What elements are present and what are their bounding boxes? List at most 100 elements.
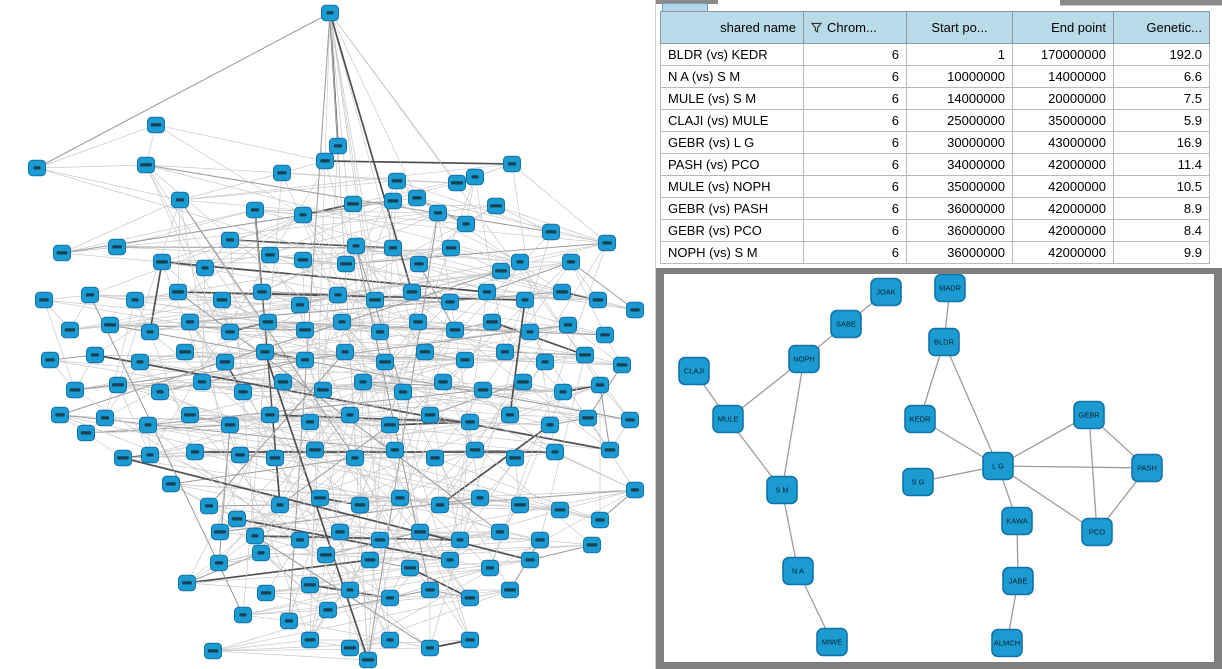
table-cell[interactable]: 42000000 bbox=[1012, 219, 1114, 242]
graph-node[interactable] bbox=[551, 501, 569, 519]
table-cell[interactable]: 14000000 bbox=[906, 87, 1013, 110]
network-edge[interactable] bbox=[1088, 414, 1098, 533]
table-cell[interactable]: 5.9 bbox=[1113, 109, 1210, 132]
graph-node[interactable] bbox=[461, 413, 479, 431]
graph-node[interactable] bbox=[474, 381, 492, 399]
network-edge[interactable] bbox=[781, 358, 805, 491]
table-cell[interactable]: 6 bbox=[803, 241, 907, 264]
graph-node[interactable] bbox=[434, 373, 452, 391]
graph-node[interactable] bbox=[221, 231, 239, 249]
graph-node[interactable] bbox=[409, 313, 427, 331]
graph-node[interactable] bbox=[296, 351, 314, 369]
table-cell[interactable]: GEBR (vs) PCO bbox=[660, 219, 804, 242]
graph-node[interactable] bbox=[221, 323, 239, 341]
overview-network-canvas[interactable] bbox=[0, 0, 655, 669]
graph-node[interactable] bbox=[466, 441, 484, 459]
graph-node[interactable] bbox=[496, 343, 514, 361]
graph-node[interactable] bbox=[478, 283, 496, 301]
graph-node[interactable] bbox=[541, 416, 559, 434]
graph-node[interactable] bbox=[461, 589, 479, 607]
table-cell[interactable]: 6 bbox=[803, 109, 907, 132]
table-cell[interactable]: 30000000 bbox=[906, 131, 1013, 154]
graph-node[interactable] bbox=[61, 321, 79, 339]
graph-node[interactable] bbox=[589, 291, 607, 309]
graph-node[interactable] bbox=[514, 373, 532, 391]
graph-node[interactable] bbox=[394, 383, 412, 401]
table-cell[interactable]: MULE (vs) NOPH bbox=[660, 175, 804, 198]
graph-node-almch[interactable]: ALMCH bbox=[991, 628, 1023, 658]
graph-node[interactable] bbox=[553, 283, 571, 301]
graph-node[interactable] bbox=[53, 244, 71, 262]
table-cell[interactable]: 6 bbox=[803, 197, 907, 220]
graph-node[interactable] bbox=[213, 291, 231, 309]
graph-node-pco[interactable]: PCO bbox=[1081, 517, 1113, 547]
graph-node[interactable] bbox=[337, 255, 355, 273]
graph-node[interactable] bbox=[554, 383, 572, 401]
graph-node[interactable] bbox=[431, 496, 449, 514]
graph-node-joak[interactable]: JOAK bbox=[870, 277, 902, 307]
table-cell[interactable]: CLAJI (vs) MULE bbox=[660, 109, 804, 132]
table-cell[interactable]: 6 bbox=[803, 87, 907, 110]
graph-node[interactable] bbox=[51, 406, 69, 424]
graph-node[interactable] bbox=[487, 197, 505, 215]
table-cell[interactable]: N A (vs) S M bbox=[660, 65, 804, 88]
table-cell[interactable]: 1 bbox=[906, 43, 1013, 66]
graph-node[interactable] bbox=[351, 496, 369, 514]
graph-node[interactable] bbox=[28, 159, 46, 177]
graph-node[interactable] bbox=[204, 642, 222, 660]
graph-node[interactable] bbox=[506, 449, 524, 467]
graph-node[interactable] bbox=[371, 323, 389, 341]
graph-node[interactable] bbox=[181, 406, 199, 424]
graph-node[interactable] bbox=[271, 496, 289, 514]
graph-node[interactable] bbox=[354, 373, 372, 391]
table-cell[interactable]: 6.6 bbox=[1113, 65, 1210, 88]
table-cell[interactable]: 42000000 bbox=[1012, 197, 1114, 220]
graph-node[interactable] bbox=[256, 343, 274, 361]
graph-node[interactable] bbox=[546, 443, 564, 461]
graph-node[interactable] bbox=[291, 296, 309, 314]
graph-node[interactable] bbox=[481, 559, 499, 577]
graph-node[interactable] bbox=[261, 246, 279, 264]
graph-node-sabe[interactable]: SABE bbox=[830, 309, 862, 339]
network-edge[interactable] bbox=[997, 465, 1098, 533]
table-cell[interactable]: GEBR (vs) PASH bbox=[660, 197, 804, 220]
table-cell[interactable]: 7.5 bbox=[1113, 87, 1210, 110]
table-cell[interactable]: BLDR (vs) KEDR bbox=[660, 43, 804, 66]
graph-node[interactable] bbox=[491, 523, 509, 541]
graph-node-kawa[interactable]: KAWA bbox=[1001, 506, 1033, 536]
graph-node[interactable] bbox=[301, 413, 319, 431]
graph-node[interactable] bbox=[331, 523, 349, 541]
table-cell[interactable]: 170000000 bbox=[1012, 43, 1114, 66]
graph-node[interactable] bbox=[621, 411, 639, 429]
table-row[interactable]: GEBR (vs) PCO 6 36000000 42000000 8.4 bbox=[660, 219, 1210, 242]
graph-node[interactable] bbox=[311, 489, 329, 507]
table-row[interactable]: PASH (vs) PCO 6 34000000 42000000 11.4 bbox=[660, 153, 1210, 176]
table-cell[interactable]: NOPH (vs) S M bbox=[660, 241, 804, 264]
graph-node[interactable] bbox=[503, 155, 521, 173]
table-row[interactable]: NOPH (vs) S M 6 36000000 42000000 9.9 bbox=[660, 241, 1210, 264]
graph-node[interactable] bbox=[333, 313, 351, 331]
graph-node[interactable] bbox=[108, 238, 126, 256]
graph-node[interactable] bbox=[246, 201, 264, 219]
graph-node[interactable] bbox=[446, 321, 464, 339]
graph-node[interactable] bbox=[306, 441, 324, 459]
graph-node[interactable] bbox=[426, 449, 444, 467]
table-cell[interactable]: 6 bbox=[803, 153, 907, 176]
graph-node[interactable] bbox=[441, 293, 459, 311]
graph-node[interactable] bbox=[141, 446, 159, 464]
table-row[interactable]: GEBR (vs) PASH 6 36000000 42000000 8.9 bbox=[660, 197, 1210, 220]
graph-node[interactable] bbox=[456, 351, 474, 369]
graph-node[interactable] bbox=[109, 376, 127, 394]
graph-node-pash[interactable]: PASH bbox=[1131, 453, 1163, 483]
graph-node[interactable] bbox=[346, 449, 364, 467]
graph-node-l-g[interactable]: L G bbox=[982, 451, 1014, 481]
table-cell[interactable]: 8.4 bbox=[1113, 219, 1210, 242]
graph-node[interactable] bbox=[401, 559, 419, 577]
graph-node[interactable] bbox=[388, 172, 406, 190]
table-row[interactable]: MULE (vs) NOPH 6 35000000 42000000 10.5 bbox=[660, 175, 1210, 198]
graph-node[interactable] bbox=[186, 443, 204, 461]
graph-node[interactable] bbox=[314, 381, 332, 399]
graph-node[interactable] bbox=[386, 441, 404, 459]
graph-node[interactable] bbox=[259, 313, 277, 331]
graph-node[interactable] bbox=[193, 373, 211, 391]
